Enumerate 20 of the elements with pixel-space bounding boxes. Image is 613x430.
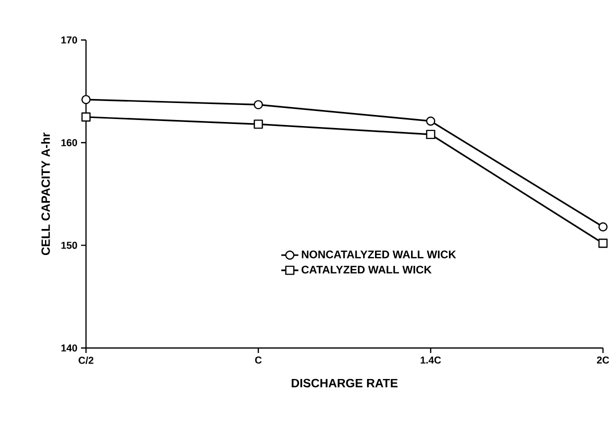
y-tick-label: 170: [61, 36, 78, 44]
x-tick-label: C: [255, 356, 262, 364]
y-tick-label: 140: [61, 344, 78, 352]
y-tick-label: 150: [61, 242, 78, 249]
x-tick-label: C/2: [78, 356, 94, 364]
x-tick-label: 2C: [596, 356, 610, 364]
y-axis-title: CELL CAPACITY A-hr: [41, 132, 50, 256]
point: [81, 94, 91, 104]
point: [81, 112, 91, 122]
point: [598, 222, 608, 232]
x-axis-title: DISCHARGE RATE: [292, 378, 398, 388]
legend-label: CATALYZED WALL WICK: [302, 266, 432, 274]
y-tick-label: 160: [61, 139, 78, 146]
point: [426, 130, 436, 140]
point: [254, 100, 263, 110]
point: [254, 120, 263, 129]
x-tick-label: 1.4C: [420, 356, 441, 364]
point: [598, 238, 608, 248]
point: [426, 116, 436, 126]
legend-label: NONCATALYZED WALL WICK: [302, 250, 456, 258]
